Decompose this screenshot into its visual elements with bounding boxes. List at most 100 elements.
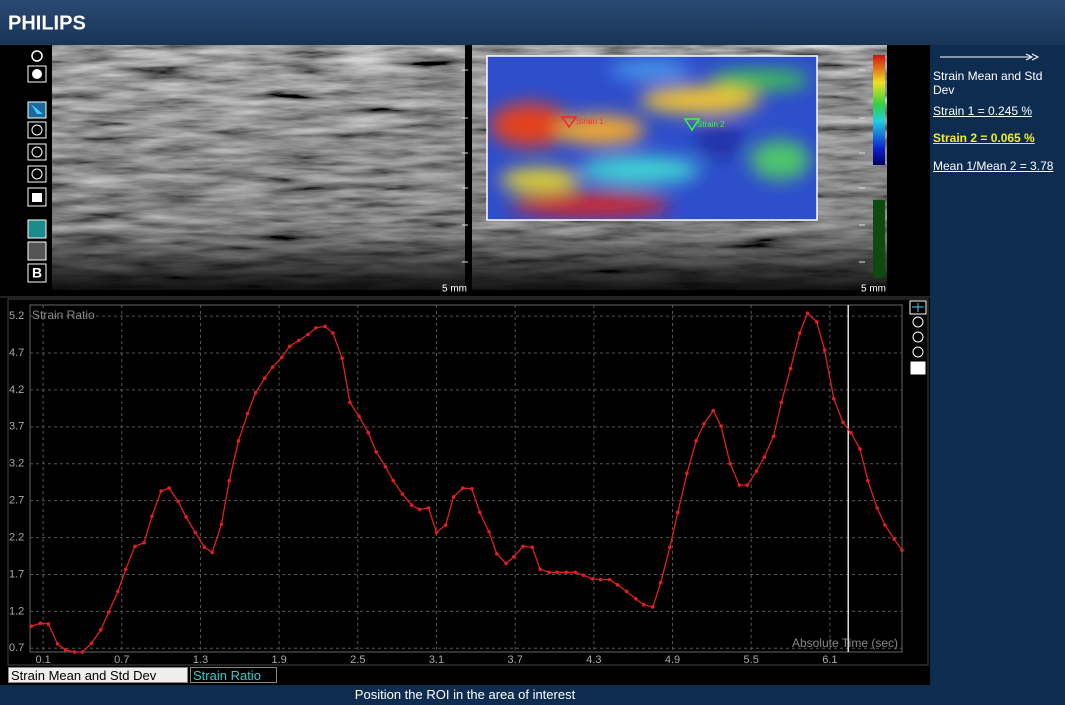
data-point xyxy=(219,522,224,527)
data-point xyxy=(797,331,802,335)
x-tick-label: 1.9 xyxy=(271,654,286,666)
data-point xyxy=(719,424,723,428)
y-tick-label: 3.7 xyxy=(9,421,24,433)
data-point xyxy=(366,430,371,435)
data-point xyxy=(443,523,448,527)
x-tick-label: 3.1 xyxy=(429,654,444,666)
data-point xyxy=(236,439,241,443)
data-point xyxy=(106,610,111,614)
data-point xyxy=(29,624,34,628)
data-point xyxy=(55,642,60,646)
data-point xyxy=(658,580,663,585)
data-point xyxy=(598,577,603,582)
data-point xyxy=(460,486,465,490)
data-point xyxy=(470,487,474,491)
data-point xyxy=(814,320,819,324)
data-point xyxy=(227,478,232,483)
data-point xyxy=(245,411,250,416)
strain-value[interactable]: Strain 1 = 0.245 % xyxy=(933,104,1033,118)
data-point xyxy=(728,461,733,466)
panel-title: Strain Mean and Std Dev xyxy=(933,69,1043,97)
data-point xyxy=(866,478,870,483)
data-point xyxy=(512,554,516,559)
data-point xyxy=(477,510,482,515)
data-point xyxy=(530,545,535,549)
data-point xyxy=(573,570,578,575)
strain-value[interactable]: Strain 2 = 0.065 % xyxy=(933,131,1035,145)
x-tick-label: 3.7 xyxy=(508,654,523,666)
expand-arrow[interactable] xyxy=(930,49,1065,69)
color-bar xyxy=(873,200,885,278)
data-point xyxy=(123,567,128,572)
data-point xyxy=(771,434,776,439)
data-point xyxy=(858,447,862,451)
data-point xyxy=(641,602,646,607)
y-tick-label: 2.7 xyxy=(9,495,24,507)
elastography-overlay xyxy=(487,56,817,220)
depth-ticks xyxy=(462,69,865,263)
status-bar: Position the ROI in the area of interest xyxy=(0,685,930,705)
image-shade xyxy=(52,45,465,290)
x-tick-label: 6.1 xyxy=(822,654,837,666)
data-point xyxy=(634,597,638,601)
data-point xyxy=(711,408,715,413)
data-point xyxy=(779,400,784,405)
data-point xyxy=(63,647,68,652)
roi-label: Strain 1 xyxy=(576,117,604,126)
data-point xyxy=(892,537,896,541)
x-tick-label: 0.7 xyxy=(114,654,129,666)
data-point xyxy=(167,486,171,490)
svg-text:B: B xyxy=(32,265,42,281)
scale-label: 5 mm xyxy=(442,284,467,295)
roi-marker xyxy=(683,118,701,132)
data-point xyxy=(737,483,742,487)
image-toolbar[interactable]: B xyxy=(27,50,47,283)
data-point xyxy=(883,523,887,527)
data-point xyxy=(193,530,198,535)
data-point xyxy=(262,376,267,380)
brand: PHILIPS xyxy=(8,12,86,34)
data-point xyxy=(184,515,188,519)
x-axis-label: Absolute Time (sec) xyxy=(792,636,898,650)
data-point xyxy=(564,570,569,575)
y-tick-label: 1.2 xyxy=(9,605,24,617)
data-point xyxy=(832,396,836,401)
scale-label: 5 mm xyxy=(861,284,886,295)
data-point xyxy=(374,450,378,454)
data-point xyxy=(80,650,85,654)
y-tick-label: 4.2 xyxy=(9,384,24,396)
plot-frame xyxy=(29,304,903,653)
tab[interactable]: Strain Ratio xyxy=(190,667,277,683)
data-point xyxy=(555,570,559,575)
data-point xyxy=(900,548,904,552)
data-point xyxy=(357,414,361,419)
data-point xyxy=(323,324,327,329)
data-point xyxy=(253,391,258,395)
data-point xyxy=(409,503,414,507)
data-point xyxy=(348,400,352,405)
ratio-value[interactable]: Mean 1/Mean 2 = 3.78 xyxy=(933,159,1054,173)
data-point xyxy=(547,570,552,575)
chart-panel xyxy=(7,298,929,666)
tab[interactable]: Strain Mean and Std Dev xyxy=(8,667,188,683)
x-tick-label: 5.5 xyxy=(744,654,759,666)
chart-toolbar[interactable] xyxy=(909,300,927,375)
y-tick-label: 5.2 xyxy=(9,310,24,322)
data-point xyxy=(702,422,706,426)
header-bar xyxy=(0,0,1065,45)
data-point xyxy=(133,544,137,549)
x-tick-label: 2.5 xyxy=(350,654,365,666)
data-point xyxy=(426,506,431,510)
roi-box xyxy=(486,55,818,221)
data-point xyxy=(159,489,163,493)
data-point xyxy=(150,514,154,518)
grid xyxy=(30,305,902,652)
data-point xyxy=(176,499,180,504)
data-point xyxy=(607,577,612,582)
data-point xyxy=(624,589,629,594)
data-point xyxy=(615,583,620,587)
data-point xyxy=(694,439,698,443)
x-tick-label: 1.3 xyxy=(193,654,208,666)
data-point xyxy=(788,366,793,371)
roi-label: Strain 2 xyxy=(697,120,725,129)
